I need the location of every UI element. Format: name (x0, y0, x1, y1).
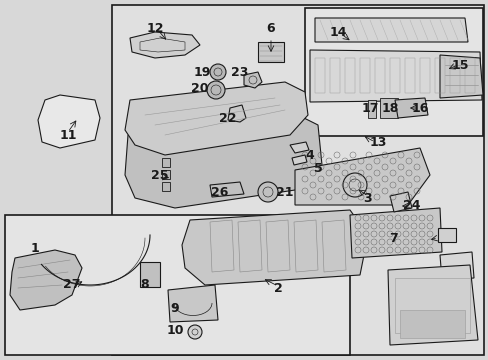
Polygon shape (258, 42, 284, 62)
Polygon shape (125, 82, 307, 155)
Text: 9: 9 (170, 302, 179, 315)
Text: 16: 16 (410, 102, 428, 114)
Text: 19: 19 (193, 66, 210, 78)
Text: 24: 24 (403, 198, 420, 212)
Polygon shape (182, 210, 367, 285)
Polygon shape (309, 50, 481, 102)
Polygon shape (168, 285, 218, 322)
Text: 25: 25 (151, 168, 168, 181)
Text: 14: 14 (328, 26, 346, 39)
Circle shape (187, 325, 202, 339)
Polygon shape (314, 18, 467, 42)
Text: 1: 1 (31, 242, 40, 255)
Bar (162, 158, 170, 167)
Bar (367, 100, 375, 118)
Bar (434, 58, 444, 93)
Text: 2: 2 (273, 282, 282, 294)
Text: 4: 4 (305, 149, 314, 162)
Bar (345, 58, 354, 93)
Polygon shape (38, 95, 100, 148)
Polygon shape (394, 98, 427, 118)
Text: 13: 13 (368, 135, 386, 149)
Bar (374, 58, 384, 93)
Text: 23: 23 (231, 66, 248, 78)
Text: 3: 3 (363, 192, 371, 204)
Bar (305, 8, 482, 136)
Bar (389, 58, 399, 93)
Polygon shape (439, 55, 482, 98)
Text: 8: 8 (141, 279, 149, 292)
Text: 26: 26 (211, 185, 228, 198)
Polygon shape (387, 265, 477, 345)
Text: 27: 27 (63, 279, 81, 292)
Bar (5, 215, 349, 355)
Polygon shape (130, 32, 200, 58)
Bar (379, 98, 397, 118)
Bar (419, 58, 429, 93)
Circle shape (342, 173, 366, 197)
Bar (112, 5, 483, 355)
Text: 21: 21 (276, 185, 293, 198)
Circle shape (258, 182, 278, 202)
Polygon shape (10, 250, 82, 310)
Text: 11: 11 (59, 129, 77, 141)
Bar (162, 170, 170, 179)
Bar (162, 182, 170, 191)
Bar (449, 58, 459, 93)
Bar (404, 58, 414, 93)
Polygon shape (291, 155, 306, 165)
Bar (399, 310, 464, 338)
Bar (140, 262, 160, 287)
Polygon shape (439, 252, 473, 280)
Text: 6: 6 (266, 22, 275, 35)
Text: 12: 12 (146, 22, 163, 35)
Polygon shape (244, 72, 262, 88)
Polygon shape (125, 112, 321, 208)
Circle shape (209, 64, 225, 80)
Bar (329, 58, 339, 93)
Bar (314, 58, 325, 93)
Text: 5: 5 (313, 162, 322, 175)
Text: 10: 10 (166, 324, 183, 337)
Text: 15: 15 (450, 59, 468, 72)
Bar (394, 278, 469, 333)
Text: 18: 18 (381, 102, 398, 114)
Polygon shape (389, 192, 411, 212)
Bar (437, 228, 455, 242)
Polygon shape (294, 148, 429, 205)
Text: 7: 7 (388, 231, 397, 244)
Bar (464, 58, 474, 93)
Text: 20: 20 (191, 81, 208, 95)
Bar (359, 58, 369, 93)
Polygon shape (227, 105, 245, 122)
Circle shape (206, 81, 224, 99)
Polygon shape (209, 182, 244, 197)
Text: 17: 17 (361, 102, 378, 114)
Polygon shape (349, 208, 441, 258)
Text: 22: 22 (219, 112, 236, 125)
Polygon shape (289, 142, 308, 153)
